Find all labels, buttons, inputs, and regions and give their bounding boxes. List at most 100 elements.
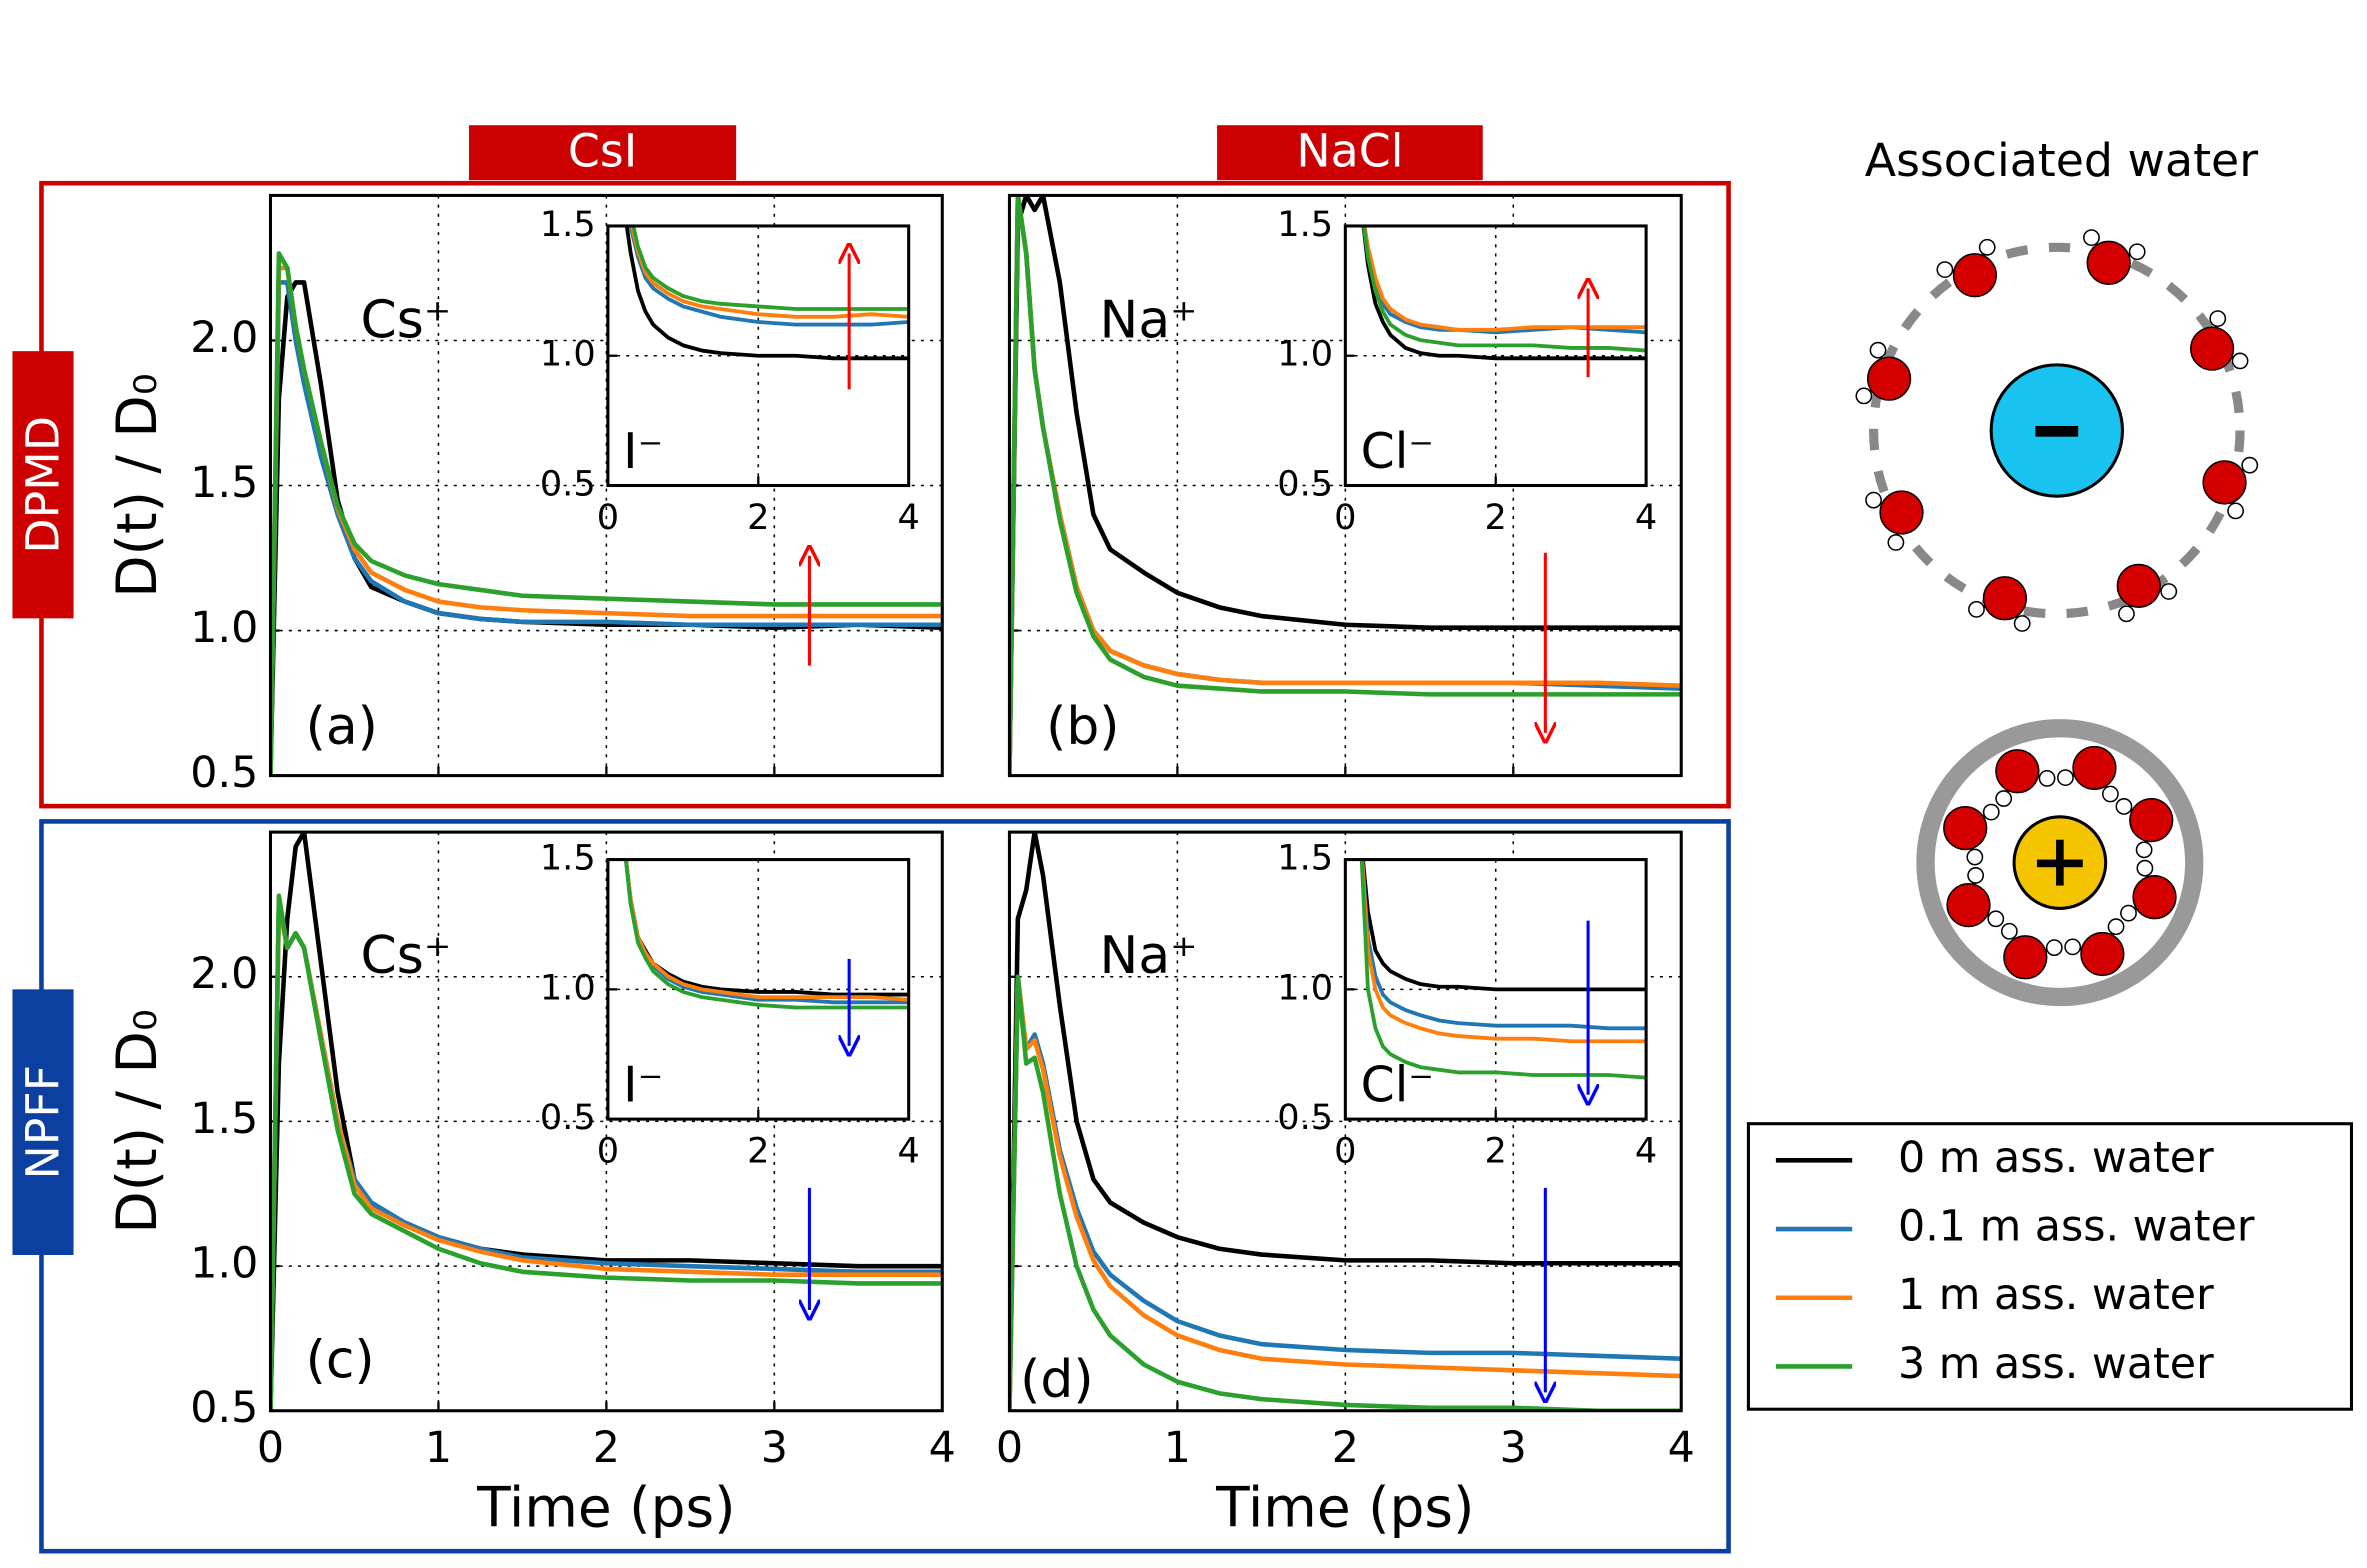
water <box>2202 456 2259 520</box>
series-line <box>1361 225 1647 353</box>
hydrogen <box>1936 261 1954 279</box>
series-line <box>270 251 943 776</box>
axes-frame <box>1343 224 1648 488</box>
y-tick-label: 1.5 <box>1277 204 1333 245</box>
row-label: NPFF <box>16 1065 70 1180</box>
water <box>2116 563 2178 623</box>
annotation: Cl⁻ <box>1361 1057 1434 1114</box>
arrows <box>809 553 1545 1393</box>
water <box>1855 341 1912 405</box>
series-line <box>1361 225 1647 361</box>
x-axis-label: Time (ps) <box>476 1476 735 1540</box>
water <box>2189 310 2249 371</box>
hydrogen <box>2120 904 2137 922</box>
hydrogen <box>1887 534 1905 551</box>
oxygen <box>2080 931 2125 977</box>
hydrogen <box>2045 939 2063 957</box>
oxygen <box>2189 326 2235 371</box>
hydrogen <box>2000 922 2018 940</box>
row-label-box <box>12 989 74 1256</box>
axes-frame <box>606 858 911 1121</box>
x-axis-label: Time (ps) <box>1215 1476 1474 1540</box>
series-line <box>1360 859 1647 1031</box>
y-tick-label: 1.0 <box>1277 967 1333 1008</box>
water <box>2120 859 2177 922</box>
y-tick-label: 0.5 <box>540 1097 596 1138</box>
hydrogen <box>1967 867 1985 884</box>
inset-chart: 0 2 4 0.5 1.0 1.5 I⁻ <box>540 838 920 1172</box>
water <box>2000 922 2063 980</box>
axes-frame <box>268 193 944 778</box>
water <box>1946 867 2005 928</box>
inset-chart: 0 2 4 0.5 1.0 1.5 Cl⁻ <box>1277 838 1657 1172</box>
annotation: Cs⁺ <box>361 926 452 986</box>
hydrogen <box>2231 352 2249 370</box>
hydrogen <box>2135 841 2153 859</box>
column-label-box <box>1217 125 1483 181</box>
column-label: CsI <box>568 124 637 178</box>
annotation: (d) <box>1020 1350 1093 1410</box>
hydrogen <box>2013 615 2031 632</box>
oxygen <box>1995 749 2040 794</box>
y-tick-label: 1.0 <box>190 603 258 653</box>
annotation: Cl⁻ <box>1361 423 1434 480</box>
x-tick-label: 2 <box>593 1423 620 1473</box>
x-tick-label: 4 <box>1635 1131 1657 1172</box>
hydrogen <box>2227 502 2245 520</box>
legend-label: 3 m ass. water <box>1898 1339 2214 1389</box>
oxygen <box>2003 935 2048 980</box>
annotation: (b) <box>1046 697 1119 757</box>
axes-frame <box>1343 858 1648 1121</box>
y-tick-label: 1.5 <box>540 204 596 245</box>
x-tick-label: 0 <box>1334 1131 1356 1172</box>
axes-frame <box>268 830 944 1413</box>
oxygen <box>1879 490 1924 535</box>
y-tick-label: 0.5 <box>1277 464 1333 505</box>
charts: 0.5 1.0 1.5 2.0 Cs⁺ (a) D(t) / D₀ 0 2 4 0.5 1.0 1.5 I… <box>105 193 1695 1540</box>
series-line <box>1009 974 1682 1411</box>
y-axis-label: D(t) / D₀ <box>105 1009 169 1234</box>
y-tick-label: 1.0 <box>1277 334 1333 375</box>
series-line <box>1360 859 1647 1044</box>
x-tick-label: 0 <box>1334 497 1356 538</box>
series-line <box>623 859 909 1010</box>
oxygen <box>2072 745 2117 791</box>
hydrogen <box>2064 938 2082 956</box>
x-tick-label: 4 <box>1635 497 1657 538</box>
x-tick-label: 3 <box>761 1423 788 1473</box>
series-line <box>1361 859 1647 992</box>
water <box>1865 490 1924 551</box>
hydrogen <box>1865 491 1882 509</box>
hydrogen <box>1968 600 1985 618</box>
hydrogen <box>1855 387 1873 405</box>
x-tick-label: 1 <box>1164 1423 1191 1473</box>
y-tick-label: 1.5 <box>190 458 258 508</box>
y-tick-label: 1.0 <box>540 967 596 1008</box>
x-tick-label: 1 <box>425 1423 452 1473</box>
cation-diagram <box>1916 719 2204 1007</box>
legend-box <box>1746 1122 2354 1411</box>
hydrogen <box>1987 910 2005 928</box>
oxygen <box>1982 576 2028 621</box>
annotation: I⁻ <box>623 423 663 480</box>
inset-chart: 0 2 4 0.5 1.0 1.5 Cl⁻ <box>1277 204 1657 538</box>
axes-frame <box>1007 193 1683 778</box>
hydrogen <box>2083 229 2100 247</box>
annotation: Na⁺ <box>1100 926 1198 986</box>
anion-diagram <box>1869 242 2245 619</box>
water <box>2115 797 2174 859</box>
water <box>2064 918 2125 977</box>
annotation: (a) <box>306 697 378 757</box>
hydrogen <box>2128 243 2146 261</box>
series-line <box>1009 832 1682 1411</box>
hydrogen <box>2136 859 2154 877</box>
water <box>2083 229 2146 285</box>
hydrogen <box>2209 310 2227 328</box>
inset-chart: 0 2 4 0.5 1.0 1.5 I⁻ <box>540 204 920 538</box>
axes-frame <box>606 224 911 488</box>
hydrogen <box>2241 456 2259 474</box>
x-tick-label: 4 <box>898 497 920 538</box>
hydrogen <box>2118 605 2135 623</box>
row-label-box <box>12 351 74 619</box>
y-tick-label: 2.0 <box>190 313 258 363</box>
